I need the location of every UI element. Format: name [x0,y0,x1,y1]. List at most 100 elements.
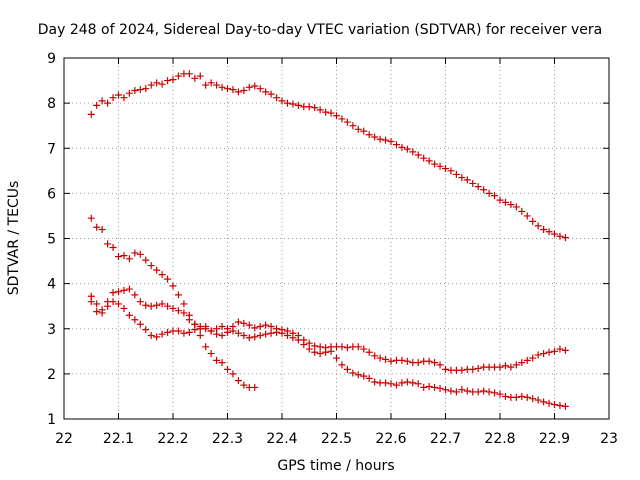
data-point [365,348,373,356]
data-point [131,249,139,257]
data-point [169,304,177,312]
data-point [322,108,330,116]
data-point [251,324,259,332]
data-point [425,157,433,165]
data-point [387,137,395,145]
data-point [185,316,193,324]
data-point [501,362,509,370]
data-point [174,72,182,80]
data-point [447,387,455,395]
data-point [392,141,400,149]
data-point [474,388,482,396]
data-point [262,330,270,338]
data-point [452,388,460,396]
data-point [185,70,193,78]
data-point [256,322,264,330]
data-point [333,354,340,362]
data-point [245,83,253,91]
data-point [425,383,433,391]
data-point [398,356,406,364]
data-point [104,298,112,306]
data-point [409,148,417,156]
data-point [174,291,182,299]
data-point [169,282,177,290]
data-point [556,232,564,240]
x-axis-label: GPS time / hours [277,458,394,474]
x-tick-label: 22.5 [321,431,352,447]
data-point [93,101,101,109]
data-point [556,401,564,409]
data-point [523,393,531,401]
data-point [240,332,248,340]
data-point [333,112,340,120]
data-point [436,384,444,392]
data-point [207,327,215,335]
data-point [224,325,231,333]
data-point [229,370,237,378]
data-point [496,363,504,371]
data-point [420,154,428,162]
data-point [414,380,422,388]
data-point [316,106,324,114]
data-point [120,304,128,312]
data-point [229,86,237,94]
data-point [131,316,139,324]
data-point [551,347,558,355]
y-tick-label: 3 [47,322,56,338]
data-point [420,383,428,391]
data-point [289,100,297,108]
data-point [180,329,188,337]
data-point [202,81,210,89]
data-point [289,334,297,342]
data-point [442,365,449,373]
data-point [349,369,357,377]
data-point [387,357,395,365]
data-point [491,192,499,200]
data-point [354,371,362,379]
data-point [164,328,172,336]
data-point [180,309,188,317]
data-point [147,332,155,340]
data-point [551,230,558,238]
data-point [360,372,368,380]
data-point [343,344,351,352]
data-point [523,356,531,364]
x-tick-label: 23 [600,431,618,447]
data-point [463,387,471,395]
data-point [392,381,400,389]
data-point [376,354,384,362]
data-point [104,240,112,248]
data-point [294,336,302,344]
data-point [327,347,335,355]
data-point [382,136,390,144]
data-point [224,365,231,373]
chart-title: Day 248 of 2024, Sidereal Day-to-day VTE… [38,22,602,38]
data-point [202,343,210,351]
data-point [98,97,106,105]
data-point [507,201,515,209]
data-point [251,82,259,90]
data-point [169,76,177,84]
data-point [234,318,242,326]
data-point [354,343,362,351]
data-point [256,85,264,93]
x-tick-label: 22.6 [375,431,406,447]
data-point [436,361,444,369]
data-point [556,345,564,353]
data-point [273,94,281,102]
data-point [540,350,548,358]
data-point [534,351,542,359]
data-point [283,99,291,107]
data-point [153,301,161,309]
data-point [158,330,166,338]
data-point [142,256,150,264]
data-point [213,325,221,333]
data-point [120,94,128,102]
data-point [501,392,509,400]
data-point [311,104,319,112]
data-point [300,341,308,349]
data-point [507,363,515,371]
data-point [191,74,199,82]
data-point [512,361,520,369]
data-point [540,225,548,233]
